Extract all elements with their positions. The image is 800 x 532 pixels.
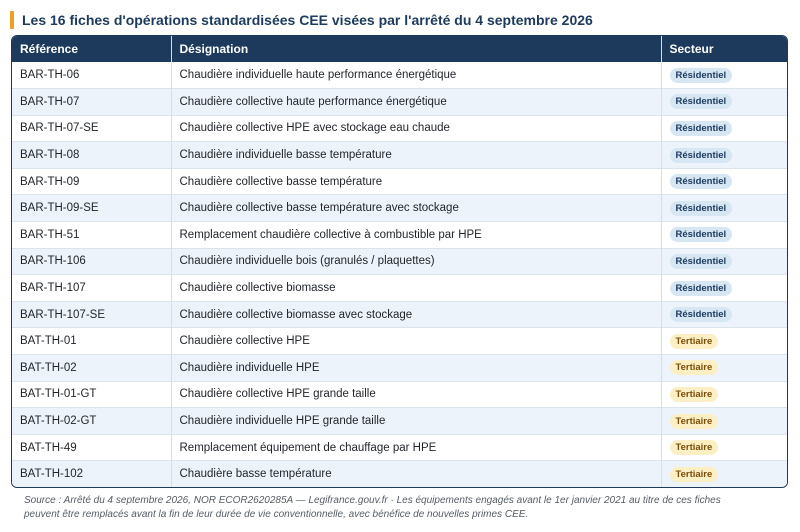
secteur-badge: Tertiaire: [669, 360, 719, 376]
cell-secteur: Résidentiel: [660, 62, 787, 89]
cell-designation: Remplacement équipement de chauffage par…: [170, 433, 661, 461]
table-row: BAR-TH-07-SE Chaudière collective HPE ave…: [12, 114, 787, 142]
cell-reference: BAT-TH-102: [12, 460, 171, 487]
cell-reference: BAR-TH-09: [12, 167, 171, 195]
secteur-badge: Résidentiel: [669, 253, 733, 269]
cell-designation: Chaudière basse température: [170, 460, 661, 487]
table-row: BAT-TH-01-GT Chaudière collective HPE gra…: [12, 380, 787, 408]
cell-reference: BAT-TH-01: [12, 327, 171, 355]
secteur-badge: Résidentiel: [669, 227, 733, 243]
secteur-badge: Résidentiel: [669, 120, 733, 136]
table-row: BAR-TH-51 Remplacement chaudière collecti…: [12, 221, 787, 249]
cell-secteur: Résidentiel: [660, 194, 787, 222]
cell-secteur: Résidentiel: [660, 88, 787, 116]
secteur-badge: Tertiaire: [669, 386, 719, 402]
cell-reference: BAR-TH-06: [20, 69, 80, 82]
cell-reference: BAR-TH-106: [12, 247, 171, 275]
table-row: BAR-TH-107 Chaudière collective biomasse R…: [12, 274, 787, 302]
cell-designation: Chaudière collective basse température: [170, 167, 661, 195]
table-row: BAR-TH-08 Chaudière individuelle basse te…: [12, 141, 787, 169]
table-row: BAT-TH-02-GT Chaudière individuelle HPE g…: [12, 407, 787, 435]
title-block: Les 16 fiches d'opérations standardisées…: [10, 10, 593, 30]
cell-secteur: Tertiaire: [660, 327, 787, 355]
secteur-badge: Résidentiel: [669, 147, 733, 163]
table-row: BAT-TH-49 Remplacement équipement de chau…: [12, 433, 787, 461]
secteur-badge: Tertiaire: [669, 413, 719, 429]
cell-secteur: Résidentiel: [660, 141, 787, 169]
cell-secteur: Résidentiel: [660, 221, 787, 249]
secteur-badge: Résidentiel: [669, 200, 733, 216]
cell-designation: Chaudière individuelle basse température: [170, 141, 661, 169]
header-designation: Désignation: [170, 36, 661, 62]
fiches-table: Référence Désignation Secteur BAR-TH-06 C…: [12, 36, 787, 487]
source-note-line-1: Source : Arrêté du 4 septembre 2026, NOR…: [24, 495, 721, 506]
source-note-line-2: peuvent être remplacés avant la fin de l…: [24, 509, 529, 520]
secteur-badge: Résidentiel: [669, 67, 733, 83]
table-row: BAT-TH-02 Chaudière individuelle HPE Terti…: [12, 354, 787, 382]
cell-secteur: Tertiaire: [660, 407, 787, 435]
cell-reference: BAR-TH-107: [12, 274, 171, 302]
cell-designation: Chaudière individuelle haute performance…: [170, 62, 661, 89]
cell-secteur: Tertiaire: [660, 460, 787, 487]
table-row: BAT-TH-102 Chaudière basse température Ter…: [12, 460, 787, 487]
cell-designation: Chaudière individuelle HPE: [170, 354, 661, 382]
cell-designation: Chaudière individuelle bois (granulés / …: [170, 247, 661, 275]
table-row: BAT-TH-01 Chaudière collective HPE Tertiai…: [12, 327, 787, 355]
cell-designation: Chaudière individuelle HPE grande taille: [170, 407, 661, 435]
page-title: Les 16 fiches d'opérations standardisées…: [22, 12, 593, 28]
table-row: BAR-TH-09 Chaudière collective basse temp…: [12, 167, 787, 195]
table-row: BAR-TH-107-SE Chaudière collective biomas…: [12, 300, 787, 328]
cell-reference: BAT-TH-02: [12, 354, 171, 382]
secteur-badge: Tertiaire: [669, 466, 719, 482]
cell-reference: BAR-TH-107-SE: [12, 300, 171, 328]
cell-designation: Chaudière collective HPE avec stockage e…: [170, 114, 661, 142]
cell-reference: BAR-TH-08: [12, 141, 171, 169]
cell-secteur: Résidentiel: [660, 167, 787, 195]
table-row: BAR-TH-06 Chaudière individuelle haute pe…: [12, 62, 787, 89]
cell-reference: BAR-TH-07: [12, 88, 171, 116]
cell-designation: Chaudière collective HPE: [170, 327, 661, 355]
cell-designation: Chaudière collective HPE grande taille: [170, 380, 661, 408]
cell-reference: BAR-TH-09-SE: [12, 194, 171, 222]
cell-designation: Chaudière collective haute performance é…: [170, 88, 661, 116]
cell-designation: Chaudière collective basse température a…: [170, 194, 661, 222]
cell-secteur: Tertiaire: [660, 354, 787, 382]
table-row: BAR-TH-07 Chaudière collective haute perf…: [12, 88, 787, 116]
cell-secteur: Résidentiel: [660, 274, 787, 302]
source-note: Source : Arrêté du 4 septembre 2026, NOR…: [24, 494, 784, 522]
secteur-badge: Résidentiel: [669, 174, 733, 190]
header-reference: Référence: [20, 42, 79, 56]
cell-designation: Remplacement chaudière collective à comb…: [170, 221, 661, 249]
secteur-badge: Tertiaire: [669, 440, 719, 456]
header-secteur: Secteur: [660, 36, 787, 62]
cell-designation: Chaudière collective biomasse avec stock…: [170, 300, 661, 328]
cell-reference: BAT-TH-01-GT: [12, 380, 171, 408]
table-row: BAR-TH-09-SE Chaudière collective basse t…: [12, 194, 787, 222]
secteur-badge: Résidentiel: [669, 307, 733, 323]
fiches-table-container: Référence Désignation Secteur BAR-TH-06 C…: [11, 35, 788, 488]
secteur-badge: Résidentiel: [669, 94, 733, 110]
cell-secteur: Résidentiel: [660, 300, 787, 328]
cell-secteur: Résidentiel: [660, 247, 787, 275]
cell-reference: BAR-TH-51: [12, 221, 171, 249]
table-header-row: Référence Désignation Secteur: [12, 36, 787, 62]
cell-secteur: Résidentiel: [660, 114, 787, 142]
table-row: BAR-TH-106 Chaudière individuelle bois (g…: [12, 247, 787, 275]
cell-reference: BAT-TH-49: [12, 433, 171, 461]
cell-reference: BAT-TH-02-GT: [12, 407, 171, 435]
cell-secteur: Tertiaire: [660, 433, 787, 461]
cell-designation: Chaudière collective biomasse: [170, 274, 661, 302]
title-accent-bar: [10, 11, 14, 29]
cell-secteur: Tertiaire: [660, 380, 787, 408]
secteur-badge: Tertiaire: [669, 333, 719, 349]
secteur-badge: Résidentiel: [669, 280, 733, 296]
table-body: BAR-TH-06 Chaudière individuelle haute pe…: [12, 62, 787, 487]
cell-reference: BAR-TH-07-SE: [12, 114, 171, 142]
